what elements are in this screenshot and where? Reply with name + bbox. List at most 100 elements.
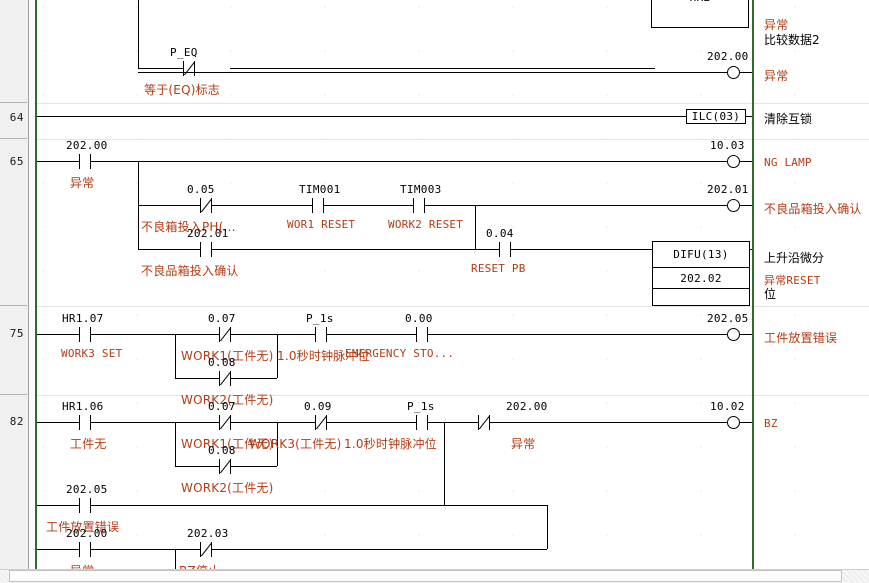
rung65-wire-a <box>35 161 79 162</box>
contact-tim003[interactable] <box>413 198 425 213</box>
contact-hr106-address: HR1.06 <box>62 400 104 413</box>
coil-1002-address: 10.02 <box>710 400 745 413</box>
rung82-or2-wire-c <box>175 549 200 550</box>
gutter-spacer <box>28 0 34 570</box>
contact-tim001-comment: WOR1 RESET <box>287 218 356 231</box>
contact-hr107[interactable] <box>79 327 91 342</box>
contact-75-008[interactable] <box>219 371 231 386</box>
gutter-cell-63[interactable] <box>0 0 27 103</box>
contact-82-009[interactable] <box>315 415 327 430</box>
contact-20201-comment: 不良品箱投入确认 <box>141 264 239 278</box>
contact-hr107-address: HR1.07 <box>62 312 104 325</box>
rung64-main-wire <box>35 116 686 117</box>
rung75-par-bot-a <box>175 378 219 379</box>
rung82-par-left-v <box>175 422 176 466</box>
rung65-wire-b <box>91 161 727 162</box>
rung65-sub1-wire-a <box>138 205 200 206</box>
contact-82-p1s-comment: 1.0秒时钟脉冲位 <box>344 437 437 451</box>
horizontal-scrollbar-thumb[interactable] <box>9 570 842 582</box>
rung65-difu-branch-vertical <box>475 205 476 249</box>
gutter-cell-64[interactable] <box>0 103 27 139</box>
contact-75-p1s[interactable] <box>315 327 327 342</box>
contact-82-20205[interactable] <box>79 498 91 513</box>
contact-hr107-comment: WORK3 SET <box>61 347 123 360</box>
coil-20200[interactable] <box>727 66 740 79</box>
contact-82-008[interactable] <box>219 459 231 474</box>
block-difu-operand: 202.02 <box>653 267 749 288</box>
contact-p-eq[interactable] <box>183 61 195 76</box>
rung-number-75: 75 <box>9 327 24 340</box>
contact-82-p1s[interactable] <box>416 415 428 430</box>
gutter-cell-82[interactable] <box>0 395 27 570</box>
ladder-canvas[interactable]: HR2 P_EQ 等于(EQ)标志 异常 比较数据2 <box>34 0 869 570</box>
gutter-cell-75[interactable] <box>0 306 27 395</box>
rung82-or2-wire-b <box>91 549 175 550</box>
rung82-par-top-a <box>175 422 219 423</box>
rung65-sub3-wire-b <box>511 249 652 250</box>
rung82-or2-right-vertical <box>547 505 548 549</box>
block-ilc-instruction: ILC(03) <box>691 110 741 123</box>
rung82-par-top-b <box>231 422 277 423</box>
rung75-wire-c <box>277 334 315 335</box>
contact-82-008-address: 0.08 <box>208 444 236 457</box>
rung82-or-mid-vertical <box>444 422 445 506</box>
coil-20205[interactable] <box>727 328 740 341</box>
coil-20200-address: 202.00 <box>707 50 749 63</box>
rung65-right-comment-1: 上升沿微分 <box>764 251 825 265</box>
coil-20201-address: 202.01 <box>707 183 749 196</box>
rung65-sub1-wire-c <box>324 205 413 206</box>
contact-65-20200-comment: 异常 <box>70 176 95 190</box>
contact-82-20203-address: 202.03 <box>187 527 229 540</box>
coil-20201[interactable] <box>727 199 740 212</box>
contact-82-p1s-address: P_1s <box>407 400 435 413</box>
rung75-par-left-v <box>175 334 176 378</box>
contact-75-007-address: 0.07 <box>208 312 236 325</box>
contact-82-20200-address: 202.00 <box>506 400 548 413</box>
coil-1002[interactable] <box>727 416 740 429</box>
rung-number-82: 82 <box>9 415 24 428</box>
rung65-right-comment-3: 位 <box>764 287 777 301</box>
contact-82-20203[interactable] <box>200 542 212 557</box>
gutter-cell-65[interactable] <box>0 139 27 306</box>
contact-82-bottom-20200[interactable] <box>79 542 91 557</box>
contact-75-008-address: 0.08 <box>208 356 236 369</box>
rung82-wire-d <box>327 422 416 423</box>
block-ilc[interactable]: ILC(03) <box>686 109 746 124</box>
contact-005-address: 0.05 <box>187 183 215 196</box>
rung65-sub1-wire-b <box>212 205 312 206</box>
coil-1003-address: 10.03 <box>710 139 745 152</box>
rung82-wire-b <box>91 422 175 423</box>
coil-1003[interactable] <box>727 155 740 168</box>
rung82-wire-f <box>490 422 727 423</box>
contact-004[interactable] <box>499 242 511 257</box>
contact-tim001[interactable] <box>312 198 324 213</box>
contact-75-000[interactable] <box>416 327 428 342</box>
contact-004-comment: RESET PB <box>471 262 526 275</box>
rung63-branch-wire-left <box>138 68 183 69</box>
block-difu[interactable]: DIFU(13) 202.02 <box>652 241 750 306</box>
coil-20200-conductor-left <box>138 72 727 73</box>
contact-82-007[interactable] <box>219 415 231 430</box>
rung75-par-top-b <box>231 334 277 335</box>
rung75-wire-e <box>428 334 727 335</box>
contact-tim003-comment: WORK2 RESET <box>388 218 464 231</box>
contact-005[interactable] <box>200 198 212 213</box>
block-hr2[interactable]: HR2 <box>651 0 749 28</box>
coil-1002-comment: BZ <box>764 417 778 430</box>
contact-75-000-comment: EMERGENCY STO... <box>345 347 455 360</box>
contact-82-20200[interactable] <box>478 415 490 430</box>
contact-65-20200[interactable] <box>79 154 91 169</box>
rung63-branch-wire-right <box>230 68 655 69</box>
contact-hr106[interactable] <box>79 415 91 430</box>
rung82-or2-wire-d <box>212 549 547 550</box>
contact-75-007[interactable] <box>219 327 231 342</box>
rung65-sub1-wire-d <box>425 205 727 206</box>
rung82-or1-wire-a <box>35 505 79 506</box>
rung65-sub2-wire-b <box>212 249 475 250</box>
rung82-or1-wire-b <box>91 505 547 506</box>
rung82-or2-mid-vertical <box>175 549 176 570</box>
contact-20201[interactable] <box>200 242 212 257</box>
horizontal-scrollbar[interactable] <box>0 569 869 583</box>
rung82-par-bot-b <box>231 466 277 467</box>
